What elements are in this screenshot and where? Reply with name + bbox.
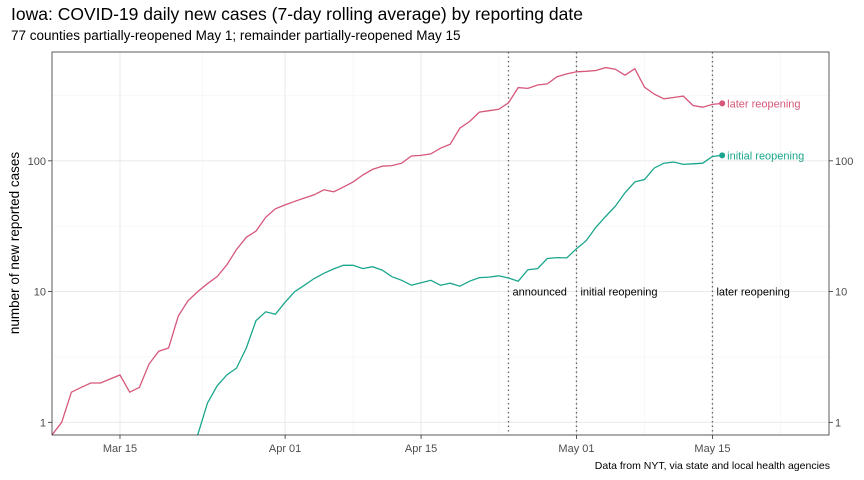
x-tick-label: Mar 15 [103, 443, 137, 455]
x-tick-label: May 15 [694, 443, 730, 455]
event-lines: announced initial reopening later reopenin… [507, 52, 790, 435]
chart-caption: Data from NYT, via state and local healt… [594, 460, 830, 472]
series-label: later reopening [727, 98, 800, 110]
series-endpoint [719, 100, 726, 107]
series-line [197, 154, 723, 435]
y-tick-label-right: 100 [835, 156, 853, 168]
y-axis-label: number of new reported cases [7, 152, 22, 335]
plot-panel [51, 51, 830, 436]
y-tick-label-right: 1 [835, 417, 841, 429]
series-endpoint [719, 152, 726, 159]
event-label: announced [512, 287, 566, 299]
chart-title: Iowa: COVID-19 daily new cases (7-day ro… [11, 4, 583, 24]
event-label: initial reopening [580, 287, 657, 299]
y-tick-label-left: 1 [40, 417, 46, 429]
grid-layer [52, 52, 829, 435]
x-tick-label: Apr 15 [405, 443, 437, 455]
series-lines: later reopening initial reopening [52, 66, 804, 435]
series-label: initial reopening [727, 150, 804, 162]
axis-ticks: Mar 15 Apr 01 Apr 15 May 01 May 15 1 1 10 10 100 1… [28, 156, 854, 455]
series-line [52, 66, 723, 435]
y-tick-label-left: 100 [28, 156, 46, 168]
y-tick-label-right: 10 [835, 287, 847, 299]
x-tick-label: May 01 [558, 443, 594, 455]
x-tick-label: Apr 01 [269, 443, 301, 455]
event-label: later reopening [716, 287, 789, 299]
chart-subtitle: 77 counties partially-reopened May 1; re… [11, 28, 461, 43]
y-tick-label-left: 10 [34, 287, 46, 299]
